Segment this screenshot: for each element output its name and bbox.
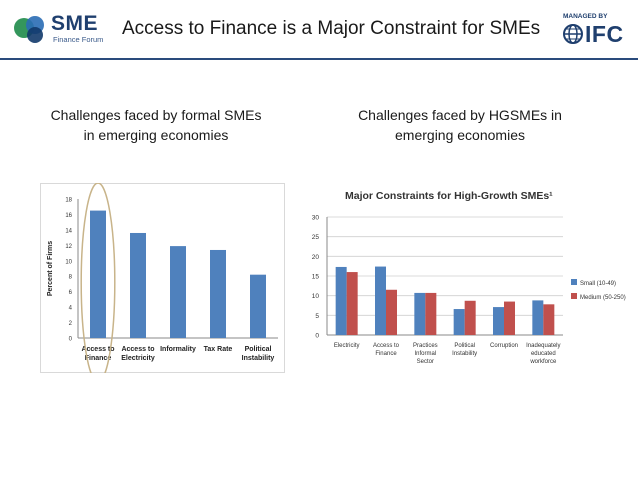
x-tick-label: Practices	[413, 343, 438, 349]
x-tick-label: educated	[531, 351, 556, 357]
x-tick-label: workforce	[529, 359, 557, 365]
y-tick-label: 2	[69, 321, 73, 327]
bar	[90, 210, 106, 338]
x-tick-label: Access to	[81, 346, 114, 353]
managed-by-label: MANAGED BY	[563, 13, 608, 20]
y-tick-label: 15	[312, 274, 320, 281]
x-tick-label: Electricity	[121, 355, 155, 362]
bar-small	[532, 300, 544, 335]
x-tick-label: Inadequately	[526, 343, 560, 349]
bar-medium	[386, 289, 397, 335]
x-tick-label: Finance	[85, 355, 112, 362]
bar	[130, 232, 146, 338]
sme-logo-word: SME	[51, 12, 99, 35]
x-tick-label: Informal	[414, 351, 436, 357]
legend-label: Small (10-49)	[580, 281, 616, 287]
y-tick-label: 20	[312, 254, 320, 261]
x-tick-label: Political	[245, 346, 272, 353]
y-tick-label: 16	[65, 213, 72, 219]
y-tick-label: 6	[69, 290, 73, 296]
x-tick-label: Electricity	[334, 343, 360, 349]
y-tick-label: 0	[315, 333, 319, 340]
y-tick-label: 25	[312, 234, 320, 241]
bar-medium	[425, 292, 437, 335]
slide-title: Access to Finance is a Major Constraint …	[122, 18, 541, 39]
y-tick-label: 0	[69, 337, 73, 343]
x-tick-label: Finance	[375, 351, 397, 357]
bar-small	[493, 307, 504, 335]
y-tick-label: 10	[65, 259, 72, 265]
sme-logo-circles-icon	[14, 16, 44, 43]
y-tick-label: 5	[315, 313, 319, 320]
chart-frame	[40, 183, 285, 373]
hgsmes-chart-panel: Major Constraints for High-Growth SMEs¹ 0…	[295, 183, 635, 383]
y-axis-title: Percent of Firms	[47, 241, 54, 296]
left-chart-caption: Challenges faced by formal SMEs in emerg…	[50, 107, 262, 143]
bar-medium	[464, 300, 476, 335]
x-tick-label: Informality	[160, 346, 196, 353]
x-tick-label: Political	[454, 343, 475, 349]
ifc-logo: MANAGED BY IFC	[560, 13, 632, 49]
hgsmes-chart: Major Constraints for High-Growth SMEs¹ 0…	[312, 190, 626, 365]
x-tick-label: Access to	[373, 343, 400, 349]
sme-logo-subtitle: Finance Forum	[53, 35, 104, 44]
bar-small	[414, 292, 426, 335]
globe-icon	[563, 24, 583, 44]
legend-swatch	[571, 293, 577, 299]
ifc-logo-word: IFC	[585, 21, 624, 47]
formal-smes-chart: 0 2 4 6 8 10 12 14 16 18 Percent of Firms Access to…	[40, 182, 285, 383]
y-tick-label: 10	[312, 293, 320, 300]
chart-title: Major Constraints for High-Growth SMEs¹	[345, 190, 553, 202]
y-tick-label: 18	[65, 198, 72, 204]
bar-medium	[346, 272, 358, 335]
y-tick-label: 30	[312, 215, 320, 222]
x-tick-label: Instability	[242, 355, 275, 362]
bar-small	[335, 266, 347, 335]
x-tick-label: Corruption	[490, 343, 518, 349]
y-tick-label: 8	[69, 275, 73, 281]
bar	[250, 274, 266, 338]
bar-small	[375, 266, 386, 335]
x-tick-label: Access to	[121, 346, 154, 353]
right-chart-caption: Challenges faced by HGSMEs in emerging e…	[358, 107, 562, 143]
bar-small	[453, 309, 465, 335]
x-tick-label: Sector	[417, 359, 434, 365]
y-tick-label: 14	[65, 228, 72, 234]
y-tick-label: 4	[69, 306, 73, 312]
y-tick-label: 12	[65, 244, 72, 250]
legend-swatch	[571, 279, 577, 285]
slide-header: SME Finance Forum Access to Finance is a…	[0, 0, 638, 60]
bar	[170, 246, 186, 338]
bar-medium	[504, 301, 515, 335]
sme-finance-forum-logo: SME Finance Forum	[11, 12, 111, 47]
bar	[210, 249, 226, 338]
legend-label: Medium (50-250)	[580, 295, 626, 301]
x-tick-label: Instability	[452, 351, 477, 357]
header-divider	[0, 58, 638, 60]
bar-medium	[543, 304, 555, 335]
formal-smes-chart-panel: 0 2 4 6 8 10 12 14 16 18 Percent of Firms Access to…	[40, 182, 285, 383]
x-tick-label: Tax Rate	[204, 346, 233, 353]
